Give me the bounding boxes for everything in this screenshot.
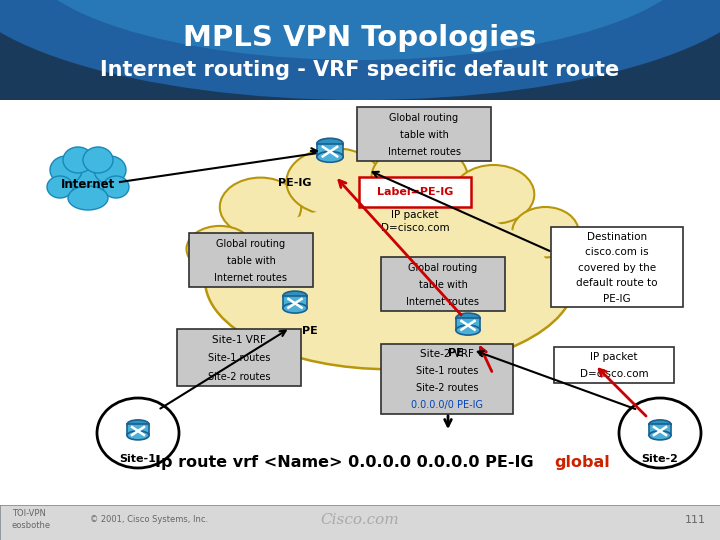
Ellipse shape: [228, 203, 553, 361]
Text: table with: table with: [418, 280, 467, 290]
FancyBboxPatch shape: [357, 107, 491, 161]
Ellipse shape: [127, 420, 149, 429]
Text: Site-1: Site-1: [120, 454, 156, 464]
Ellipse shape: [186, 226, 253, 272]
Text: IP packet: IP packet: [391, 210, 438, 220]
Text: Internet: Internet: [61, 178, 115, 191]
Text: Cisco.com: Cisco.com: [320, 513, 400, 527]
Text: Label=PE-IG: Label=PE-IG: [377, 187, 453, 197]
Text: Destination: Destination: [587, 232, 647, 241]
Text: 0.0.0.0/0 PE-IG: 0.0.0.0/0 PE-IG: [411, 400, 483, 410]
Text: Site-2 VRF: Site-2 VRF: [420, 349, 474, 359]
Text: Site-1 routes: Site-1 routes: [416, 366, 478, 376]
Text: Ip route vrf <Name> 0.0.0.0 0.0.0.0 PE-IG: Ip route vrf <Name> 0.0.0.0 0.0.0.0 PE-I…: [155, 456, 539, 470]
Ellipse shape: [283, 291, 307, 301]
FancyBboxPatch shape: [317, 144, 343, 157]
Text: table with: table with: [400, 130, 449, 140]
Ellipse shape: [83, 147, 113, 173]
Ellipse shape: [287, 148, 382, 215]
Text: PE-IG: PE-IG: [603, 294, 631, 304]
Ellipse shape: [456, 325, 480, 335]
FancyBboxPatch shape: [551, 227, 683, 307]
Text: Internet routes: Internet routes: [387, 147, 461, 157]
FancyBboxPatch shape: [127, 424, 149, 435]
Text: table with: table with: [227, 256, 276, 266]
Ellipse shape: [453, 165, 534, 224]
Ellipse shape: [649, 420, 671, 429]
FancyBboxPatch shape: [359, 177, 471, 207]
Text: default route to: default route to: [576, 279, 658, 288]
Text: Site-1 VRF: Site-1 VRF: [212, 335, 266, 345]
Text: covered by the: covered by the: [578, 263, 656, 273]
Text: cisco.com is: cisco.com is: [585, 247, 649, 257]
Text: PE-IG: PE-IG: [278, 178, 312, 188]
Ellipse shape: [127, 431, 149, 440]
Ellipse shape: [47, 176, 73, 198]
Ellipse shape: [103, 176, 129, 198]
Text: Internet routes: Internet routes: [407, 297, 480, 307]
FancyBboxPatch shape: [649, 424, 671, 435]
FancyBboxPatch shape: [381, 344, 513, 414]
Text: eosbothe: eosbothe: [12, 521, 51, 530]
Ellipse shape: [20, 0, 700, 60]
Text: TOI-VPN: TOI-VPN: [12, 510, 46, 518]
Ellipse shape: [283, 303, 307, 313]
Text: D=cisco.com: D=cisco.com: [381, 223, 449, 233]
Text: Global routing: Global routing: [408, 262, 477, 273]
Ellipse shape: [63, 147, 93, 173]
Text: IP packet: IP packet: [590, 353, 638, 362]
Ellipse shape: [456, 313, 480, 323]
Ellipse shape: [317, 138, 343, 149]
FancyBboxPatch shape: [283, 296, 307, 308]
Text: Internet routes: Internet routes: [215, 273, 287, 283]
Ellipse shape: [372, 144, 468, 211]
Text: 111: 111: [685, 515, 706, 525]
Text: Global routing: Global routing: [390, 112, 459, 123]
Text: © 2001, Cisco Systems, Inc.: © 2001, Cisco Systems, Inc.: [90, 515, 208, 523]
Ellipse shape: [220, 178, 301, 237]
Text: D=cisco.com: D=cisco.com: [580, 369, 648, 379]
Ellipse shape: [50, 156, 82, 184]
FancyBboxPatch shape: [0, 505, 720, 540]
FancyBboxPatch shape: [456, 318, 480, 330]
Ellipse shape: [512, 207, 579, 258]
Ellipse shape: [205, 191, 575, 369]
Ellipse shape: [68, 186, 108, 210]
Ellipse shape: [0, 0, 720, 100]
Text: Site-2: Site-2: [642, 454, 678, 464]
FancyBboxPatch shape: [189, 233, 313, 287]
Text: MPLS VPN Topologies: MPLS VPN Topologies: [184, 24, 536, 52]
Ellipse shape: [317, 152, 343, 163]
Ellipse shape: [649, 431, 671, 440]
FancyBboxPatch shape: [177, 329, 301, 386]
Ellipse shape: [65, 164, 111, 200]
Text: Site-1 routes: Site-1 routes: [208, 353, 270, 363]
Text: Internet routing - VRF specific default route: Internet routing - VRF specific default …: [100, 60, 620, 80]
FancyBboxPatch shape: [554, 347, 674, 383]
FancyBboxPatch shape: [381, 257, 505, 311]
FancyBboxPatch shape: [0, 100, 720, 505]
Text: Global routing: Global routing: [217, 239, 286, 248]
Text: PE: PE: [448, 348, 464, 358]
Text: global: global: [554, 456, 610, 470]
Text: Site-2 routes: Site-2 routes: [208, 372, 270, 382]
Text: PE: PE: [302, 326, 318, 336]
Ellipse shape: [94, 156, 126, 184]
Text: Site-2 routes: Site-2 routes: [415, 383, 478, 393]
